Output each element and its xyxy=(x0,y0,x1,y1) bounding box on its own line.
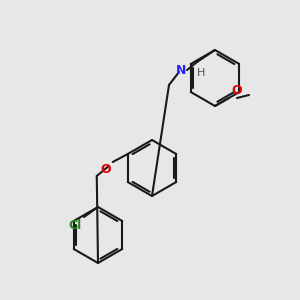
Text: O: O xyxy=(231,84,242,97)
Text: Cl: Cl xyxy=(69,219,82,232)
Text: O: O xyxy=(100,163,111,176)
Text: N: N xyxy=(176,64,186,76)
Text: H: H xyxy=(197,68,206,78)
